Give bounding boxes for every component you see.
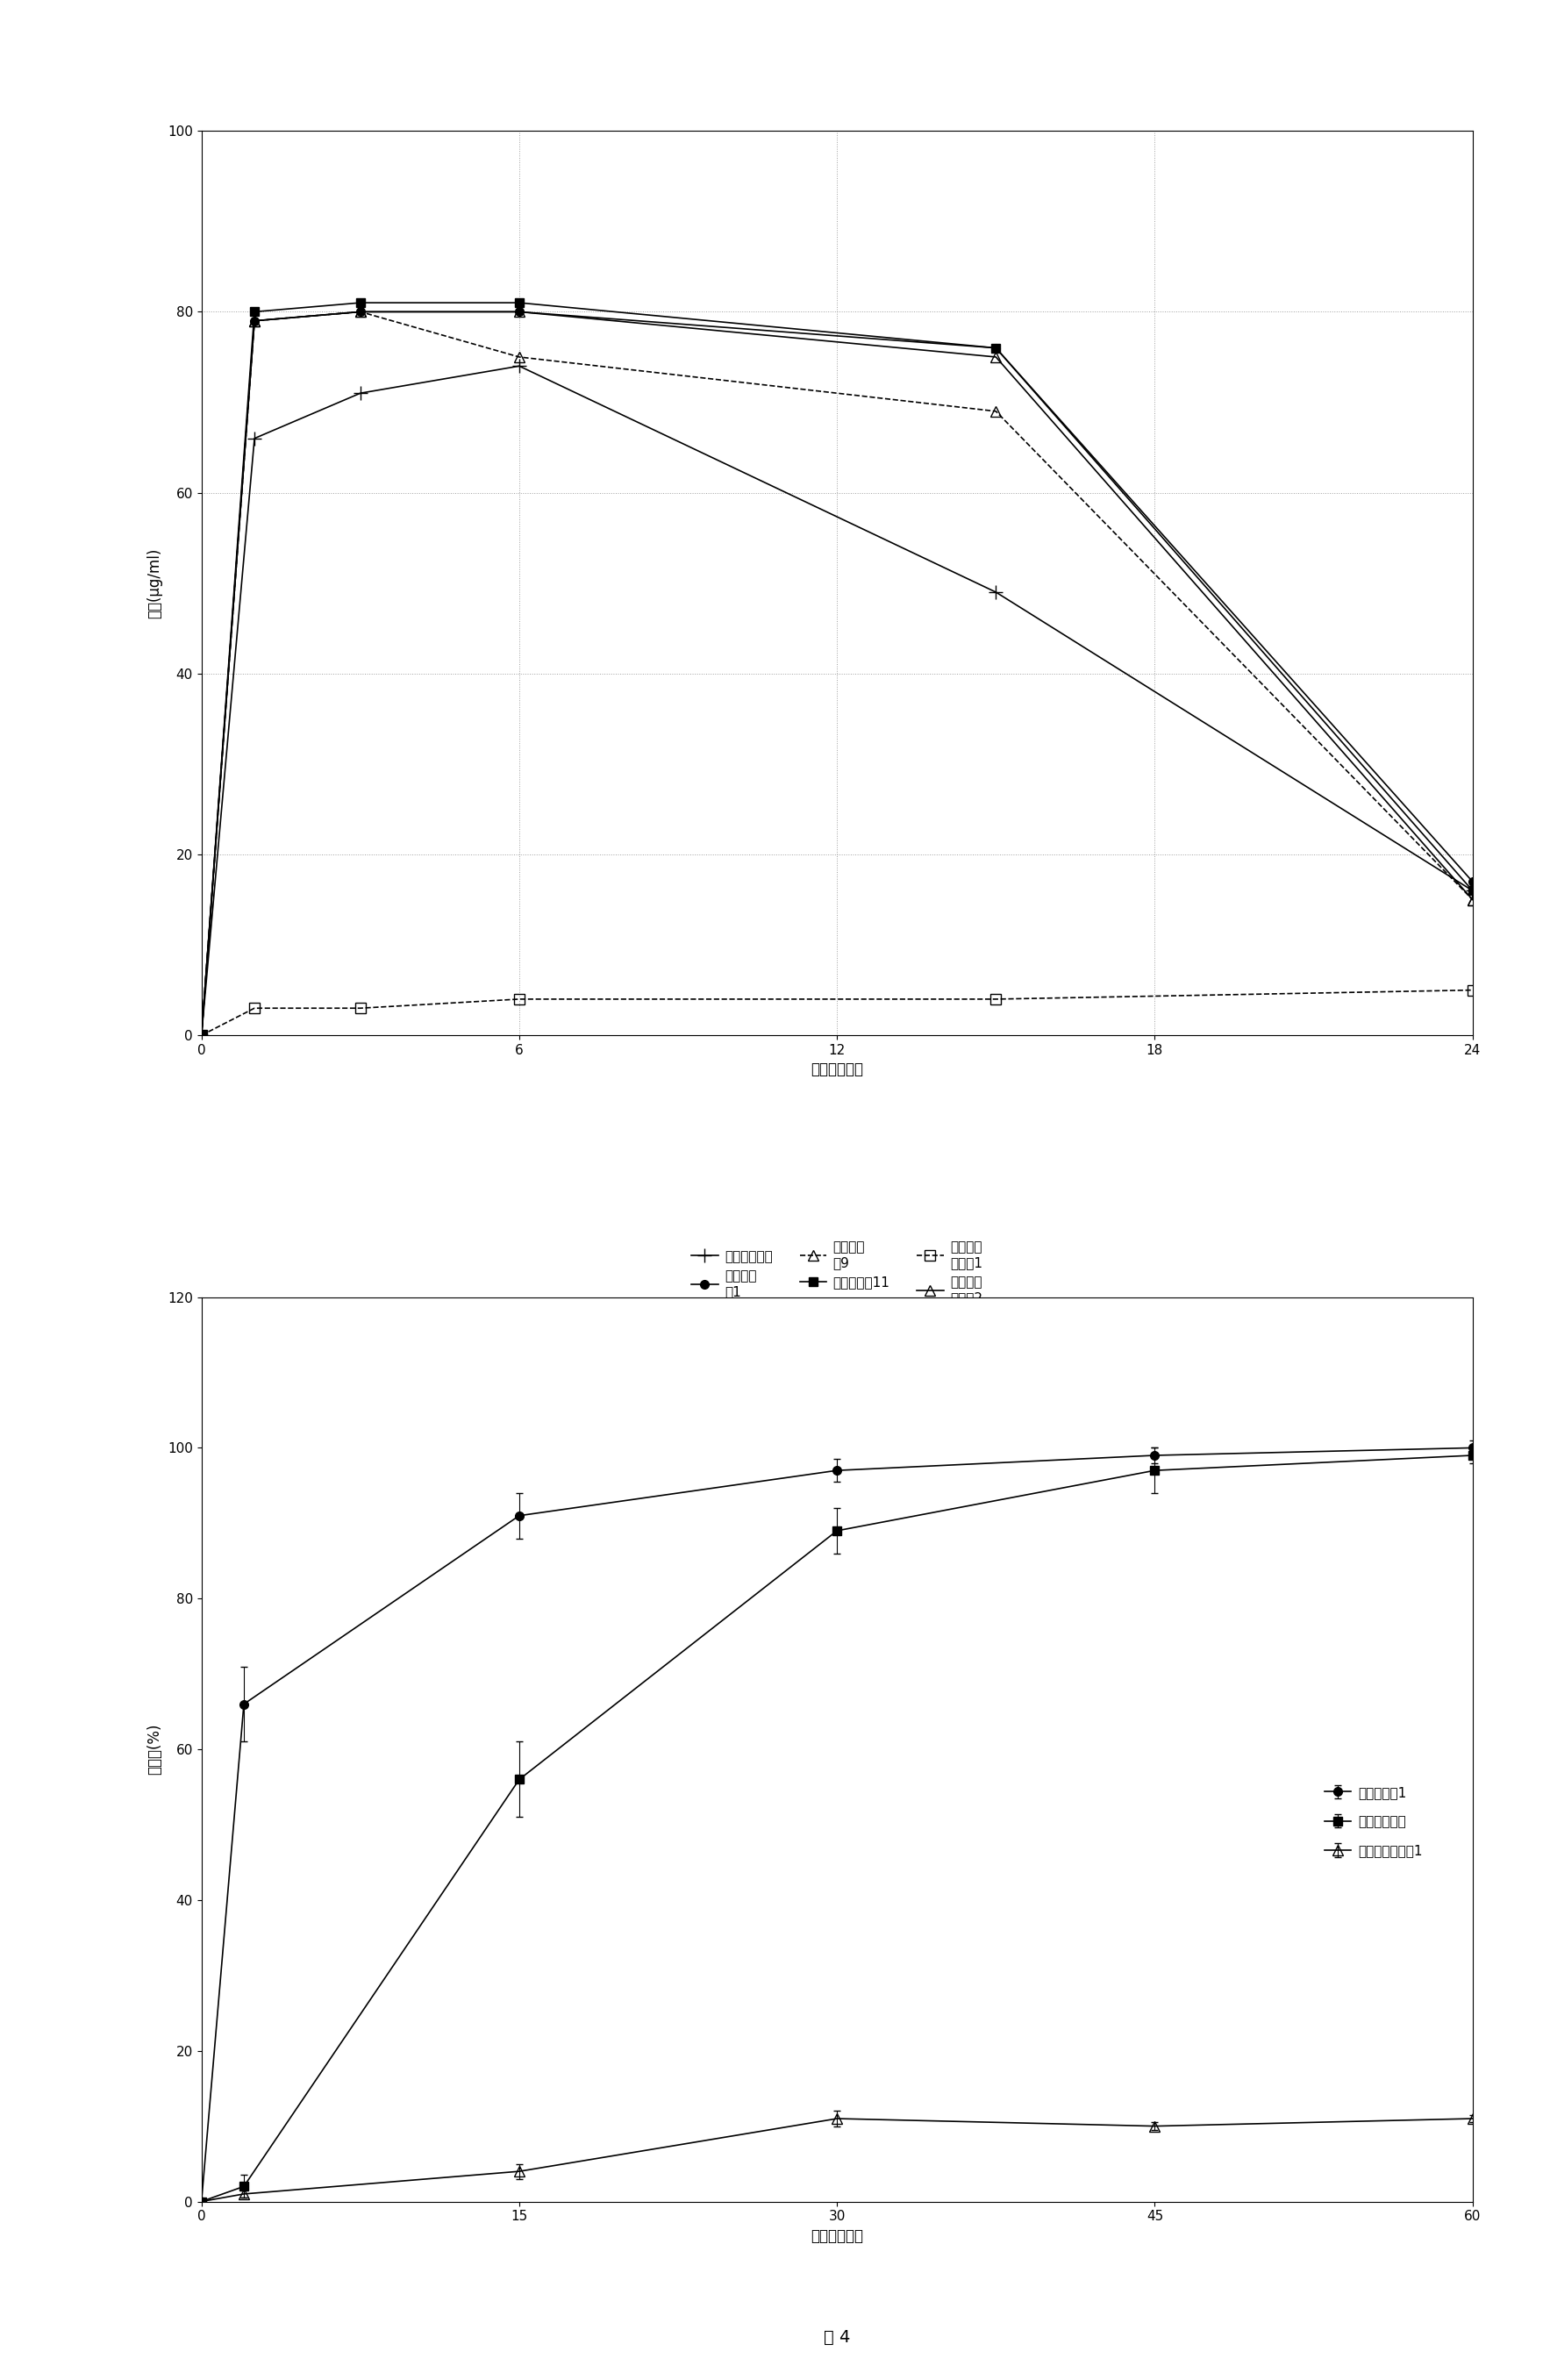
Text: 图 3: 图 3	[823, 1407, 851, 1423]
Text: 图 4: 图 4	[823, 2328, 851, 2347]
Legend: 比较实施例1, 普乐可复胶囊, 比较制备实施例1: 比较实施例1, 普乐可复胶囊, 比较制备实施例1	[1319, 1780, 1428, 1864]
X-axis label: 时间（小时）: 时间（小时）	[811, 1061, 863, 1078]
Legend: 普乐可复胶囊, 制备实施
例1, 制备实施
例9, 制备实施例11, 比较制备
实施例1, 比较制备
实施例2: 普乐可复胶囊, 制备实施 例1, 制备实施 例9, 制备实施例11, 比较制备 …	[691, 1240, 983, 1304]
Y-axis label: 释放率(%): 释放率(%)	[147, 1723, 163, 1775]
X-axis label: 时间（分钟）: 时间（分钟）	[811, 2228, 863, 2244]
Y-axis label: 浓度(μg/ml): 浓度(μg/ml)	[147, 547, 163, 619]
